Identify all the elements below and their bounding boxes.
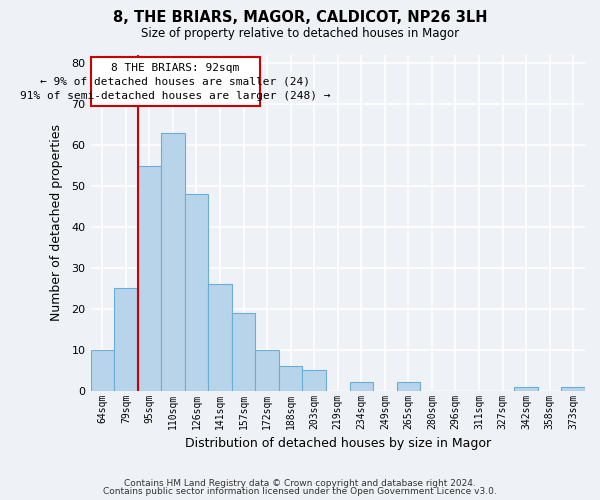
Bar (514, 386, 538, 390)
Text: 91% of semi-detached houses are larger (248) →: 91% of semi-detached houses are larger (… (20, 90, 331, 101)
X-axis label: Distribution of detached houses by size in Magor: Distribution of detached houses by size … (185, 437, 491, 450)
Bar (161, 133, 185, 390)
Text: 8, THE BRIARS, MAGOR, CALDICOT, NP26 3LH: 8, THE BRIARS, MAGOR, CALDICOT, NP26 3LH (113, 10, 487, 25)
Bar (185, 194, 208, 390)
Bar (350, 382, 373, 390)
Bar (137, 166, 161, 390)
Y-axis label: Number of detached properties: Number of detached properties (50, 124, 63, 322)
Bar (232, 313, 256, 390)
Bar (302, 370, 326, 390)
Text: Contains public sector information licensed under the Open Government Licence v3: Contains public sector information licen… (103, 487, 497, 496)
Text: Size of property relative to detached houses in Magor: Size of property relative to detached ho… (141, 28, 459, 40)
Bar (114, 288, 137, 390)
Text: 8 THE BRIARS: 92sqm: 8 THE BRIARS: 92sqm (111, 63, 239, 73)
Text: ← 9% of detached houses are smaller (24): ← 9% of detached houses are smaller (24) (40, 76, 310, 86)
Bar (279, 366, 302, 390)
Text: Contains HM Land Registry data © Crown copyright and database right 2024.: Contains HM Land Registry data © Crown c… (124, 478, 476, 488)
Bar (562, 386, 585, 390)
Bar (208, 284, 232, 391)
Bar (256, 350, 279, 391)
Bar (91, 350, 114, 391)
Bar (397, 382, 420, 390)
FancyBboxPatch shape (91, 57, 260, 106)
